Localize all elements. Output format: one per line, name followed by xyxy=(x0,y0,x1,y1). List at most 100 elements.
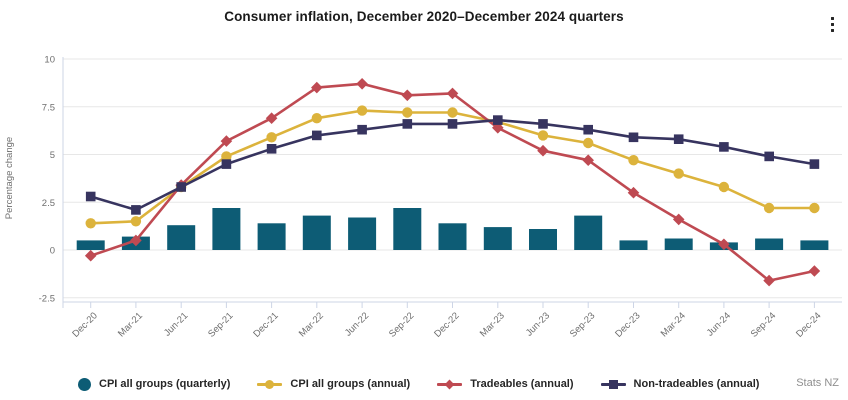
point-sep-22[interactable] xyxy=(401,89,414,102)
point-dec-21[interactable] xyxy=(266,132,277,143)
point-dec-23[interactable] xyxy=(628,155,639,166)
bar-sep-23[interactable] xyxy=(574,215,603,250)
bar-jun-22[interactable] xyxy=(348,217,377,251)
point-jun-22[interactable] xyxy=(356,78,368,90)
svg-text:Jun-22: Jun-22 xyxy=(343,310,371,338)
point-sep-24[interactable] xyxy=(764,151,774,162)
svg-text:10: 10 xyxy=(44,55,55,66)
point-mar-24[interactable] xyxy=(673,168,684,179)
point-mar-21[interactable] xyxy=(130,216,142,227)
legend-item-cpi-all-groups-quarterly[interactable]: CPI all groups (quarterly) xyxy=(78,377,230,391)
point-jun-24[interactable] xyxy=(719,142,729,152)
bar-mar-22[interactable] xyxy=(302,215,331,250)
point-sep-22[interactable] xyxy=(402,119,413,129)
svg-text:7.5: 7.5 xyxy=(42,102,55,113)
bar-jun-21[interactable] xyxy=(167,225,196,250)
svg-text:Sep-24: Sep-24 xyxy=(749,310,778,339)
kebab-menu-icon[interactable] xyxy=(822,12,842,36)
bar-dec-24[interactable] xyxy=(800,240,829,250)
point-dec-22[interactable] xyxy=(447,119,458,129)
svg-text:2.5: 2.5 xyxy=(42,198,55,209)
point-sep-21[interactable] xyxy=(221,151,232,162)
legend-diamond-icon xyxy=(437,378,463,391)
point-dec-22[interactable] xyxy=(446,87,459,100)
point-dec-20[interactable] xyxy=(85,191,96,202)
point-mar-22[interactable] xyxy=(311,113,322,124)
bar-sep-22[interactable] xyxy=(393,208,422,250)
point-jun-23[interactable] xyxy=(538,119,548,129)
legend-marker-shape xyxy=(444,379,455,389)
point-mar-22[interactable] xyxy=(311,81,323,94)
point-jun-21[interactable] xyxy=(176,182,186,192)
axis-lines xyxy=(62,57,842,308)
svg-text:Sep-21: Sep-21 xyxy=(206,310,235,339)
svg-text:Mar-23: Mar-23 xyxy=(478,310,507,339)
svg-text:Mar-24: Mar-24 xyxy=(659,310,688,339)
legend-circle-icon xyxy=(78,377,91,391)
legend-circle-icon xyxy=(257,378,283,391)
svg-text:Dec-24: Dec-24 xyxy=(794,310,823,339)
point-dec-20[interactable] xyxy=(85,218,96,229)
bar-mar-23[interactable] xyxy=(483,227,512,250)
point-dec-24[interactable] xyxy=(808,265,821,277)
svg-text:Dec-21: Dec-21 xyxy=(251,310,280,339)
y-gridlines xyxy=(63,58,842,299)
svg-text:Sep-23: Sep-23 xyxy=(568,310,597,339)
point-sep-22[interactable] xyxy=(402,107,413,118)
y-axis-title: Percentage change xyxy=(4,137,15,219)
legend-label: CPI all groups (annual) xyxy=(290,378,411,390)
point-jun-22[interactable] xyxy=(357,124,367,135)
svg-text:0: 0 xyxy=(50,246,55,257)
y-axis-labels: 10 7.5 5 2.5 0 -2.5 xyxy=(39,55,55,305)
series-tradeables-annual xyxy=(84,78,821,287)
bar-jun-23[interactable] xyxy=(529,229,557,250)
bar-mar-24[interactable] xyxy=(664,238,693,251)
svg-text:Dec-22: Dec-22 xyxy=(432,310,461,339)
bar-dec-23[interactable] xyxy=(619,240,648,250)
point-jun-24[interactable] xyxy=(718,181,730,193)
point-sep-23[interactable] xyxy=(583,137,594,149)
point-dec-20[interactable] xyxy=(84,249,97,262)
point-dec-21[interactable] xyxy=(265,112,278,124)
svg-text:Mar-22: Mar-22 xyxy=(297,310,326,339)
svg-text:Dec-23: Dec-23 xyxy=(613,310,642,339)
svg-text:Dec-20: Dec-20 xyxy=(70,310,99,339)
bar-dec-21[interactable] xyxy=(257,223,286,250)
point-sep-21[interactable] xyxy=(220,135,233,147)
bar-sep-21[interactable] xyxy=(212,208,241,250)
bar-dec-22[interactable] xyxy=(438,223,467,250)
legend: CPI all groups (quarterly) CPI all groups… xyxy=(78,372,759,396)
point-mar-21[interactable] xyxy=(130,234,142,247)
point-sep-21[interactable] xyxy=(221,159,232,169)
chart-title: Consumer inflation, December 2020–Decemb… xyxy=(224,9,624,24)
point-dec-23[interactable] xyxy=(628,132,639,143)
point-mar-22[interactable] xyxy=(312,130,322,141)
legend-item-non-tradeables-annual[interactable]: Non-tradeables (annual) xyxy=(600,378,760,391)
legend-item-cpi-all-groups-annual[interactable]: CPI all groups (annual) xyxy=(257,378,410,391)
point-dec-22[interactable] xyxy=(447,107,458,118)
point-jun-23[interactable] xyxy=(537,130,549,141)
bar-sep-24[interactable] xyxy=(755,238,784,251)
svg-text:Jun-23: Jun-23 xyxy=(524,310,552,338)
point-mar-24[interactable] xyxy=(673,134,684,144)
legend-label: Non-tradeables (annual) xyxy=(633,378,760,390)
point-dec-24[interactable] xyxy=(809,159,820,169)
point-sep-24[interactable] xyxy=(763,202,775,214)
point-mar-24[interactable] xyxy=(672,213,685,226)
bar-dec-20[interactable] xyxy=(76,240,105,250)
point-jun-22[interactable] xyxy=(356,105,368,116)
legend-square-icon xyxy=(600,378,626,391)
svg-text:Sep-22: Sep-22 xyxy=(387,310,416,339)
point-dec-21[interactable] xyxy=(266,144,277,154)
x-axis-labels: Dec-20 Mar-21 Jun-21 Sep-21 Dec-21 Mar-22 Jun-… xyxy=(70,310,823,339)
point-dec-24[interactable] xyxy=(809,202,820,214)
legend-marker-shape xyxy=(265,379,275,389)
point-sep-23[interactable] xyxy=(583,124,593,135)
source-label: Stats NZ xyxy=(796,377,839,389)
legend-item-tradeables-annual[interactable]: Tradeables (annual) xyxy=(437,378,574,391)
svg-text:Jun-21: Jun-21 xyxy=(162,310,190,338)
point-mar-23[interactable] xyxy=(493,115,503,125)
point-sep-23[interactable] xyxy=(582,154,594,166)
point-mar-21[interactable] xyxy=(131,205,141,215)
